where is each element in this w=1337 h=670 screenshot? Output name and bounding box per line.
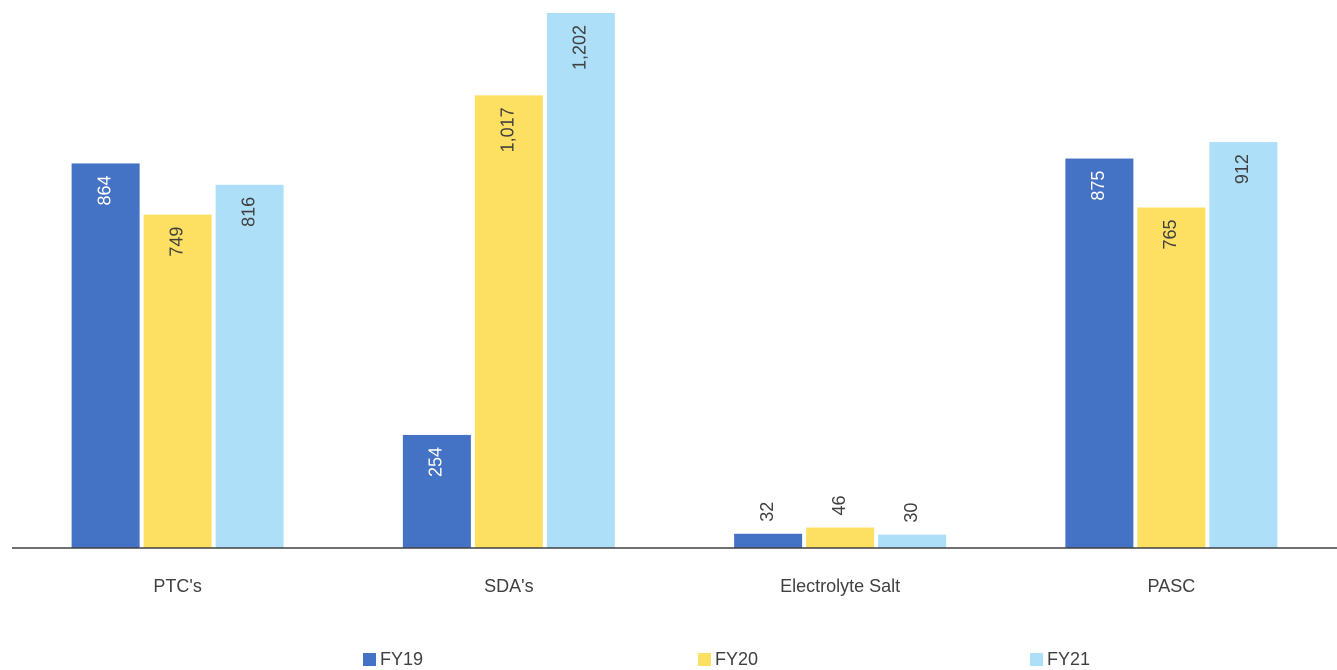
- bar: [215, 184, 284, 548]
- legend-label: FY19: [380, 649, 423, 669]
- bar: [1209, 142, 1278, 548]
- x-tick-label: SDA's: [484, 576, 533, 596]
- data-label: 875: [1088, 171, 1108, 201]
- data-label: 816: [238, 197, 258, 227]
- bar: [71, 163, 140, 549]
- data-label: 912: [1232, 154, 1252, 184]
- bar: [806, 527, 875, 548]
- bar: [402, 434, 471, 548]
- bar: [474, 95, 543, 549]
- data-label: 1,202: [570, 25, 590, 70]
- bar: [1065, 158, 1134, 548]
- x-tick-label: Electrolyte Salt: [780, 576, 900, 596]
- legend-label: FY21: [1047, 649, 1090, 669]
- data-label: 254: [426, 447, 446, 477]
- x-tick-label: PASC: [1148, 576, 1196, 596]
- data-label: 32: [757, 502, 777, 522]
- bar: [143, 214, 212, 548]
- data-label: 749: [166, 227, 186, 257]
- legend-swatch: [1030, 653, 1043, 666]
- bar: [1137, 207, 1206, 548]
- bar: [878, 534, 947, 548]
- data-label: 864: [94, 175, 114, 205]
- data-label: 765: [1160, 220, 1180, 250]
- legend-label: FY20: [715, 649, 758, 669]
- bar: [546, 13, 615, 548]
- x-tick-label: PTC's: [153, 576, 201, 596]
- bar: [734, 533, 803, 548]
- data-label: 46: [829, 495, 849, 515]
- data-label: 1,017: [498, 107, 518, 152]
- data-label: 30: [901, 503, 921, 523]
- legend-swatch: [698, 653, 711, 666]
- legend-swatch: [363, 653, 376, 666]
